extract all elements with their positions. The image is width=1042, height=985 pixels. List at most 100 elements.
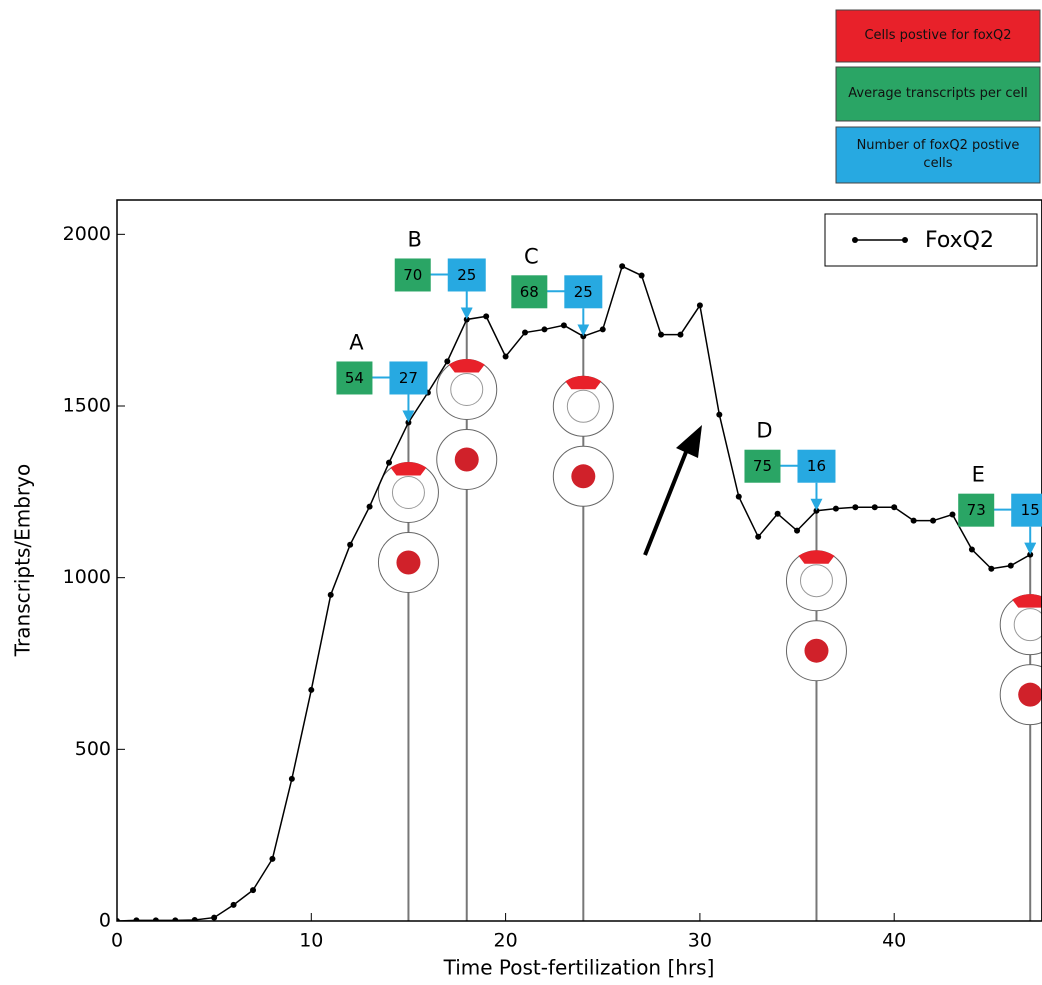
cells-box	[564, 275, 603, 309]
data-point	[133, 917, 140, 921]
data-point	[580, 333, 587, 340]
x-tick-label: 0	[111, 930, 123, 952]
x-tick-label: 10	[299, 930, 323, 952]
key-box	[835, 126, 1041, 184]
data-point	[638, 272, 645, 279]
arrow-head	[676, 425, 702, 458]
data-point	[794, 527, 801, 534]
data-point	[658, 331, 665, 338]
y-tick-label: 500	[75, 738, 111, 760]
data-point	[483, 313, 490, 320]
embryo-red	[565, 375, 602, 390]
key-text: Cells postive for foxQ2	[864, 28, 1012, 43]
data-point	[930, 517, 937, 524]
avg-box	[336, 361, 373, 395]
embryo-inner	[450, 372, 484, 406]
embryo-red	[454, 447, 479, 472]
embryo-red	[798, 550, 835, 564]
cells-value: 16	[807, 457, 826, 475]
x-axis-label: Time Post-fertilization [hrs]	[443, 956, 715, 980]
embryo-red	[1012, 594, 1042, 608]
cells-box	[389, 361, 428, 395]
stage-label: E	[972, 463, 985, 487]
stage-label: C	[524, 244, 539, 268]
avg-value: 54	[345, 369, 364, 387]
data-point	[813, 507, 820, 514]
data-point	[774, 510, 781, 517]
legend-marker	[852, 237, 858, 243]
data-point	[269, 855, 276, 862]
data-point	[619, 263, 626, 270]
cells-box	[1011, 493, 1042, 527]
data-point	[327, 591, 334, 598]
data-point	[968, 546, 975, 553]
embryo-red	[571, 464, 596, 489]
data-point	[871, 504, 878, 511]
data-point	[949, 511, 956, 518]
avg-box	[511, 275, 548, 309]
legend-marker	[902, 237, 908, 243]
embryo-red	[804, 638, 829, 663]
data-point	[735, 493, 742, 500]
x-tick-label: 40	[882, 930, 906, 952]
data-point	[191, 916, 198, 921]
data-point	[988, 565, 995, 572]
y-axis-label: Transcripts/Embryo	[11, 464, 35, 657]
data-point	[910, 517, 917, 524]
avg-box	[744, 449, 781, 483]
embryo-red	[390, 461, 427, 476]
data-point	[560, 322, 567, 329]
data-point	[696, 302, 703, 309]
data-point	[152, 917, 159, 921]
data-point	[230, 901, 237, 908]
key-text-wrap: Cells postive for foxQ2	[864, 28, 1012, 43]
stage-label: D	[756, 419, 772, 443]
data-point	[852, 504, 859, 511]
cells-value: 25	[574, 283, 593, 301]
data-point	[891, 504, 898, 511]
key-text: Average transcripts per cell	[848, 86, 1028, 101]
key-box	[835, 66, 1041, 122]
data-point	[172, 917, 179, 921]
embryo-inner	[566, 389, 600, 423]
data-point	[366, 503, 373, 510]
cells-box	[797, 449, 836, 483]
avg-value: 70	[403, 266, 422, 284]
data-point	[308, 686, 315, 693]
data-point	[347, 541, 354, 548]
y-tick-label: 1000	[63, 566, 111, 588]
data-point	[405, 419, 412, 426]
data-point	[716, 411, 723, 418]
cells-value: 27	[399, 369, 418, 387]
y-tick-label: 1500	[63, 395, 111, 417]
data-point	[1027, 551, 1034, 558]
stage-label: A	[349, 330, 364, 354]
data-point	[463, 316, 470, 323]
data-point	[444, 358, 451, 365]
key-text-wrap: Number of foxQ2 postive cells	[856, 138, 1020, 171]
data-point	[211, 914, 218, 921]
cells-value: 25	[457, 266, 476, 284]
embryo-inner	[1013, 608, 1042, 642]
y-tick-label: 2000	[63, 223, 111, 245]
cells-box	[447, 258, 486, 292]
data-point	[599, 326, 606, 333]
embryo-red	[396, 550, 421, 575]
embryo-inner	[799, 564, 833, 598]
avg-box	[958, 493, 995, 527]
avg-value: 68	[520, 283, 539, 301]
plot-area	[117, 263, 1042, 921]
legend-label: FoxQ2	[925, 228, 994, 253]
x-tick-label: 20	[494, 930, 518, 952]
data-point	[522, 329, 529, 336]
y-tick-label: 0	[99, 910, 111, 932]
avg-value: 75	[753, 457, 772, 475]
avg-box	[394, 258, 431, 292]
data-point	[386, 459, 393, 466]
data-point	[1007, 562, 1014, 569]
data-point	[502, 353, 509, 360]
stage-label: B	[408, 227, 422, 251]
embryo-red	[448, 358, 485, 373]
key-text: Number of foxQ2 postive cells	[856, 138, 1020, 171]
